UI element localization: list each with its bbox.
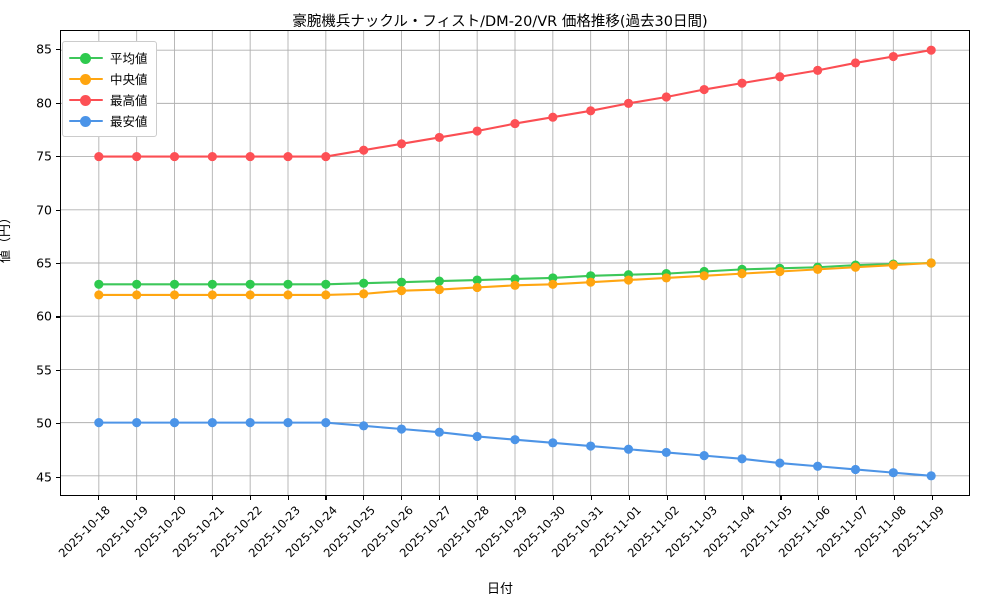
- legend-swatch-max-icon: [69, 93, 103, 107]
- legend-swatch-mean-icon: [69, 51, 103, 65]
- series-lines: [94, 45, 936, 481]
- y-tick-mark: [56, 263, 60, 265]
- x-tick-mark: [363, 496, 365, 500]
- x-tick-mark: [477, 496, 479, 500]
- x-tick-mark: [287, 496, 289, 500]
- y-tick-mark: [56, 369, 60, 371]
- y-tick-mark: [56, 476, 60, 478]
- x-tick-mark: [173, 496, 175, 500]
- y-tick-label: 55: [36, 362, 52, 378]
- y-tick-label: 45: [36, 469, 52, 485]
- x-tick-mark: [780, 496, 782, 500]
- legend-label-mean: 平均値: [110, 51, 148, 66]
- x-tick-mark: [856, 496, 858, 500]
- y-tick-label: 80: [36, 95, 52, 111]
- x-tick-mark: [628, 496, 630, 500]
- y-tick-label: 75: [36, 148, 52, 164]
- legend-label-max: 最高値: [110, 93, 148, 108]
- y-tick-label: 85: [36, 41, 52, 57]
- legend-label-min: 最安値: [110, 114, 148, 129]
- x-tick-mark: [894, 496, 896, 500]
- x-tick-mark: [401, 496, 403, 500]
- grid-lines: [61, 31, 969, 495]
- y-tick-label: 70: [36, 202, 52, 218]
- x-tick-mark: [515, 496, 517, 500]
- chart-legend: 平均値 中央値 最高値 最安値: [62, 41, 157, 137]
- plot-area: [60, 30, 970, 496]
- x-tick-mark: [249, 496, 251, 500]
- legend-label-median: 中央値: [110, 72, 148, 87]
- x-tick-mark: [211, 496, 213, 500]
- x-tick-mark: [135, 496, 137, 500]
- legend-item-mean: 平均値: [69, 47, 148, 68]
- legend-item-median: 中央値: [69, 68, 148, 89]
- y-tick-label: 50: [36, 415, 52, 431]
- x-tick-mark: [439, 496, 441, 500]
- legend-item-max: 最高値: [69, 89, 148, 110]
- x-axis-label: 日付: [486, 582, 513, 597]
- y-axis-label: 値（円）: [0, 210, 13, 263]
- x-tick-mark: [932, 496, 934, 500]
- chart-title: 豪腕機兵ナックル・フィスト/DM-20/VR 価格推移(過去30日間): [292, 14, 708, 30]
- x-tick-mark: [666, 496, 668, 500]
- x-tick-mark: [97, 496, 99, 500]
- y-tick-label: 65: [36, 255, 52, 271]
- y-tick-mark: [56, 209, 60, 211]
- y-tick-label: 60: [36, 308, 52, 324]
- x-tick-mark: [818, 496, 820, 500]
- y-tick-mark: [56, 156, 60, 158]
- x-tick-mark: [742, 496, 744, 500]
- legend-swatch-median-icon: [69, 72, 103, 86]
- legend-item-min: 最安値: [69, 110, 148, 131]
- y-tick-mark: [56, 49, 60, 51]
- x-tick-mark: [704, 496, 706, 500]
- y-tick-mark: [56, 316, 60, 318]
- x-tick-mark: [325, 496, 327, 500]
- x-tick-mark: [552, 496, 554, 500]
- legend-swatch-min-icon: [69, 114, 103, 128]
- y-tick-mark: [56, 423, 60, 425]
- y-tick-mark: [56, 102, 60, 104]
- x-tick-mark: [590, 496, 592, 500]
